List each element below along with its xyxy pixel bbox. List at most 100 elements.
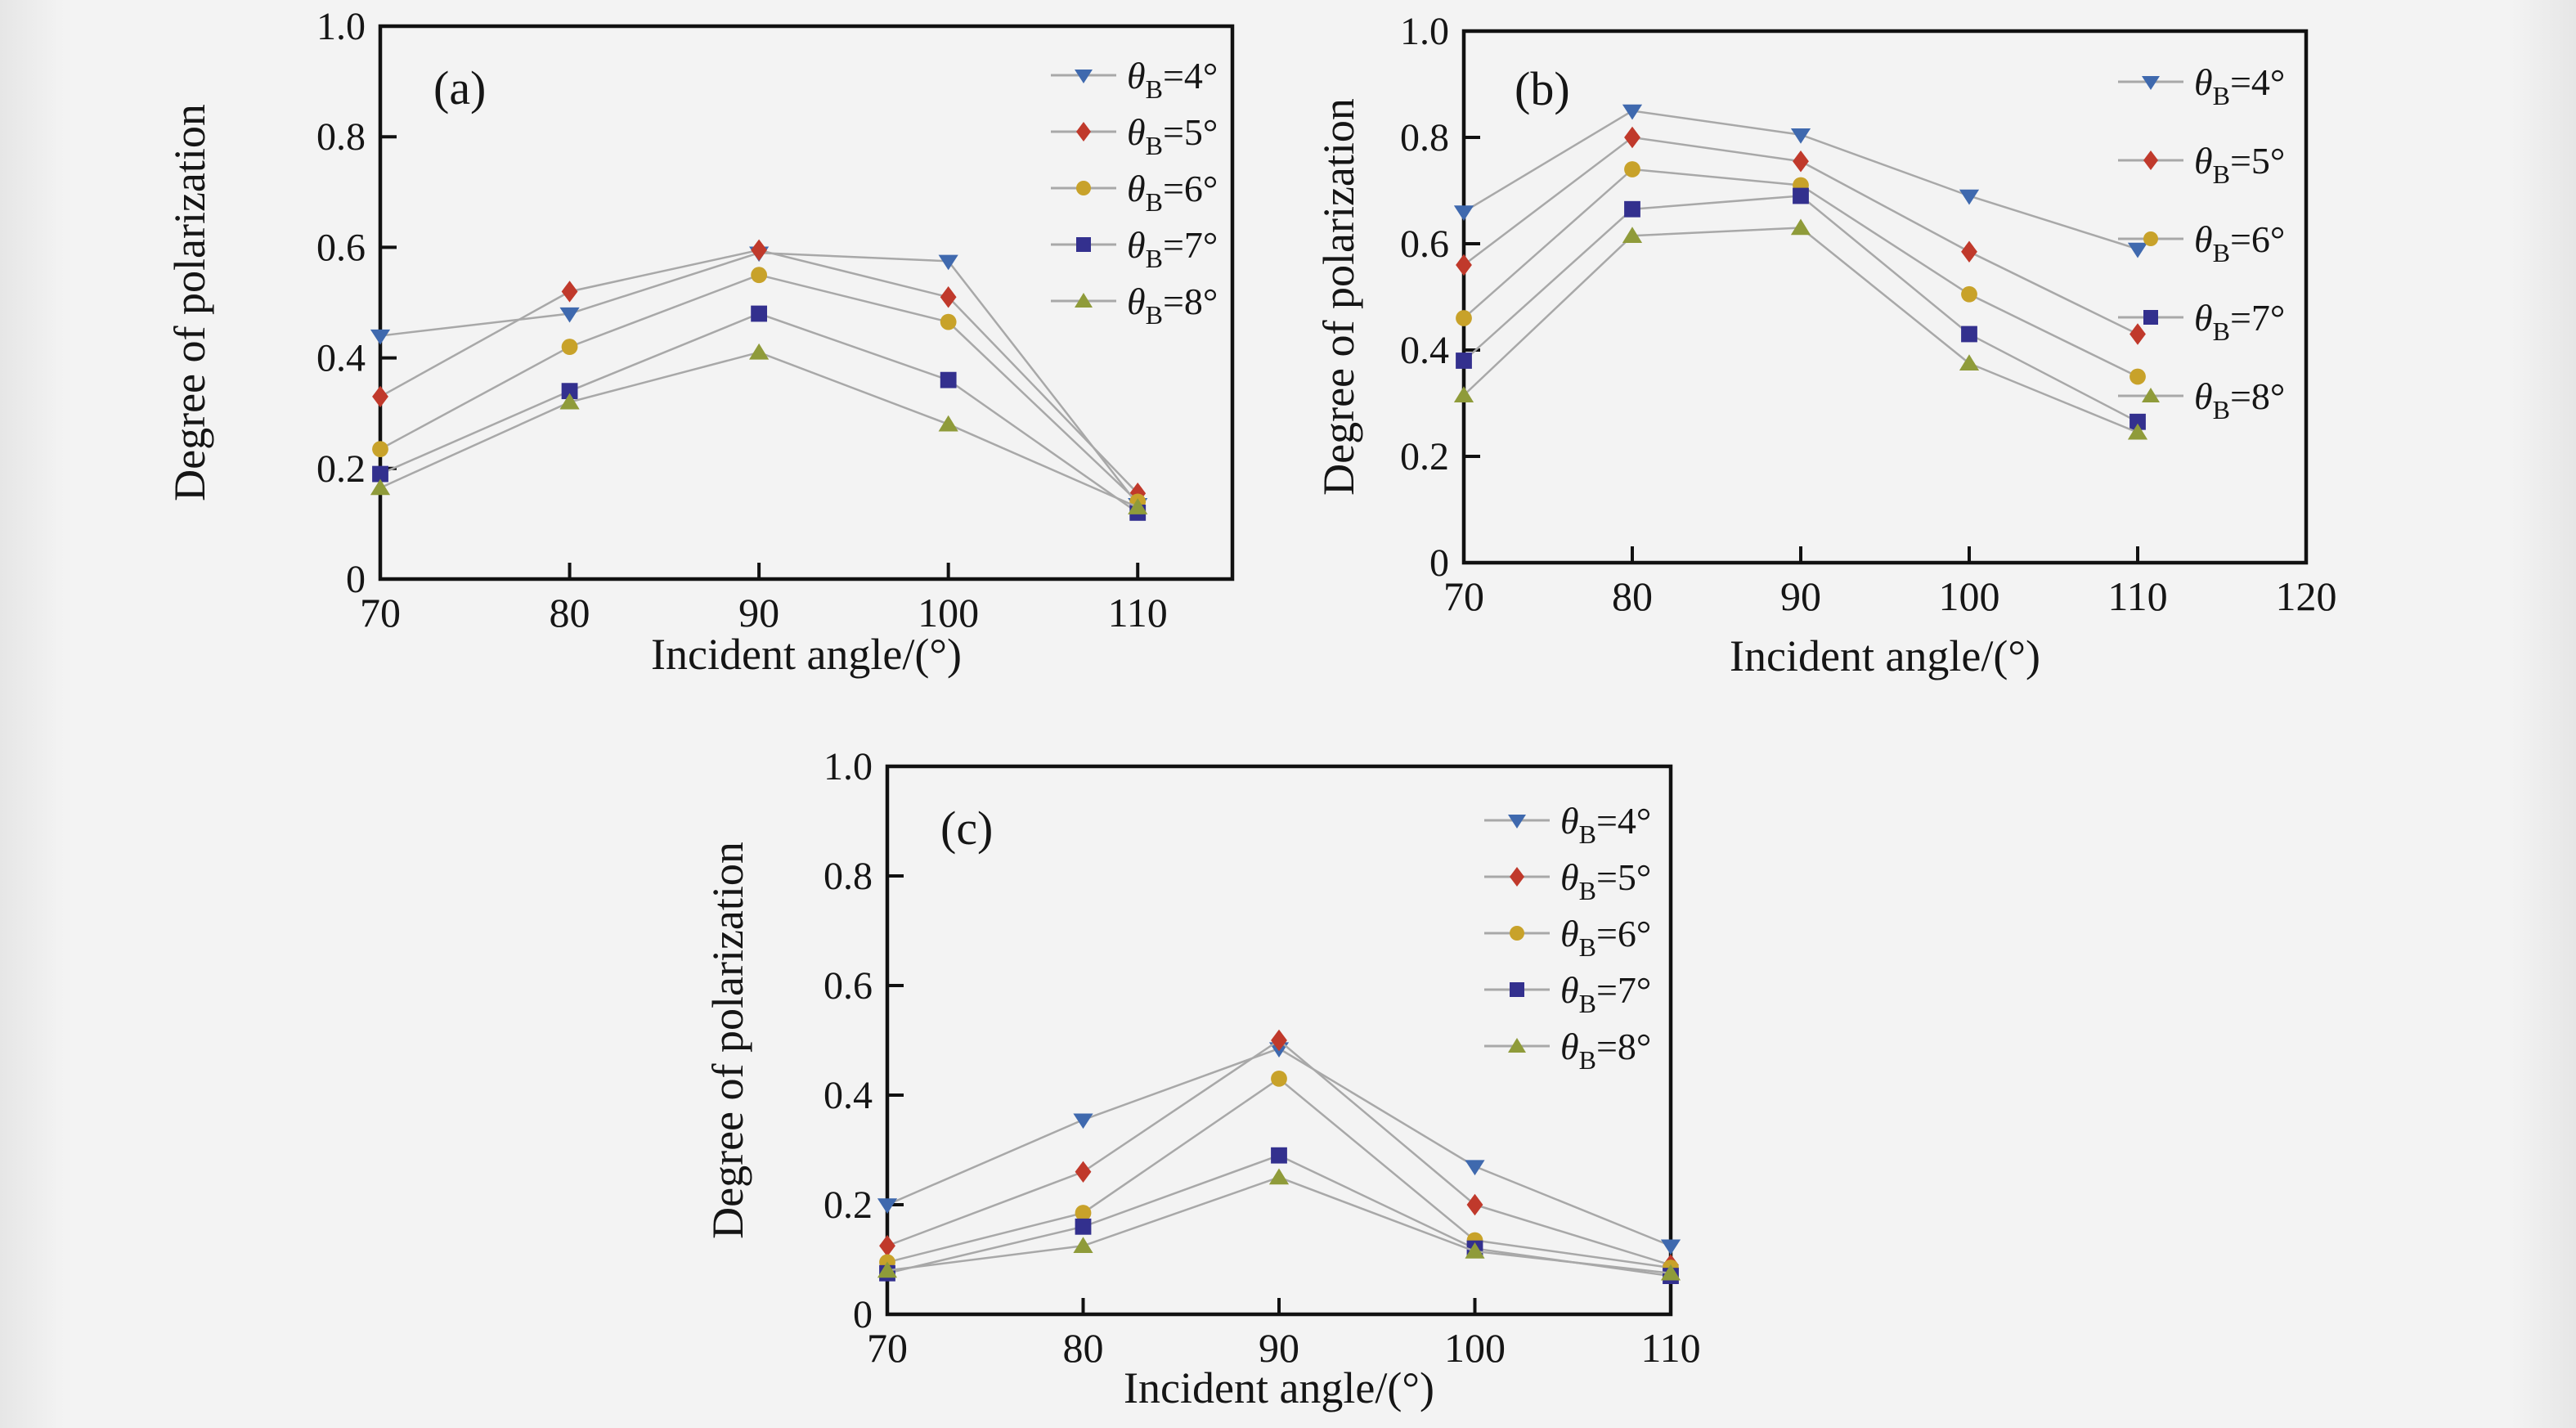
marker-circle [2129, 368, 2146, 385]
series-theta-6deg [372, 267, 1147, 510]
marker-triangle-down [2142, 76, 2160, 90]
marker-circle [1271, 1071, 1287, 1087]
series-line [379, 251, 1139, 505]
marker-triangle-up [1075, 293, 1093, 308]
marker-diamond [1961, 240, 1977, 263]
x-tick-label: 70 [867, 1325, 908, 1371]
series-theta-4deg [1453, 104, 2148, 258]
y-tick-label: 0.6 [316, 226, 366, 269]
legend-label: θB=8° [1127, 281, 1218, 330]
legend-item: θB=5° [1484, 856, 1651, 905]
x-tick-label: 80 [1063, 1325, 1104, 1371]
y-tick-label: 0.6 [1400, 222, 1449, 266]
panel-label: (b) [1515, 62, 1570, 115]
marker-triangle-up [1453, 386, 1474, 403]
y-tick-label: 0.8 [824, 855, 873, 898]
marker-square [751, 305, 768, 322]
marker-triangle-down [1508, 815, 1526, 829]
marker-square [1271, 1147, 1287, 1164]
y-tick-label: 0.8 [316, 115, 366, 159]
marker-diamond [2129, 323, 2146, 345]
marker-triangle-up [559, 393, 580, 410]
marker-diamond [1466, 1193, 1483, 1216]
marker-triangle-down [877, 1198, 898, 1214]
marker-triangle-up [1622, 227, 1643, 244]
marker-triangle-down [1622, 104, 1643, 120]
y-tick-label: 0 [1429, 541, 1449, 585]
marker-diamond [1075, 1161, 1092, 1183]
marker-diamond [940, 286, 957, 308]
x-tick-label: 70 [360, 590, 401, 635]
marker-circle [561, 339, 578, 355]
marker-diamond [372, 385, 388, 408]
marker-triangle-up [749, 343, 770, 360]
x-tick-label: 100 [1444, 1325, 1506, 1371]
y-tick-label: 0 [346, 558, 366, 601]
x-tick-label: 70 [1443, 573, 1484, 619]
marker-square [1510, 982, 1524, 997]
legend-item: θB=7° [1051, 224, 1218, 273]
marker-triangle-up [1465, 1242, 1485, 1259]
marker-square [2143, 310, 2158, 325]
y-tick-label: 0.8 [1400, 116, 1449, 159]
y-tick-label: 0.4 [824, 1074, 873, 1117]
x-tick-label: 110 [1640, 1325, 1700, 1371]
x-tick-label: 110 [1108, 590, 1168, 635]
y-tick-label: 0.2 [1400, 435, 1449, 478]
legend-label: θB=4° [2194, 61, 2285, 110]
legend-label: θB=8° [2194, 375, 2285, 424]
y-tick-label: 0 [853, 1293, 873, 1336]
x-tick-label: 90 [738, 590, 779, 635]
marker-diamond [1271, 1029, 1287, 1052]
chart-panel-c: 0 0.2 0.4 0.6 0.8 1.0 70 80 90 100 110 (c) Degree of… [703, 745, 1701, 1412]
marker-triangle-up [877, 1261, 898, 1278]
x-tick-label: 110 [2107, 573, 2167, 619]
marker-square [1076, 237, 1091, 252]
legend-item: θB=7° [2118, 297, 2285, 346]
x-axis-title: Incident angle/(°) [1730, 631, 2040, 680]
legend-item: θB=4° [2118, 61, 2285, 110]
series-theta-6deg [1456, 161, 2146, 385]
legend-label: θB=5° [1560, 856, 1651, 905]
y-axis-title: Degree of polarization [1314, 98, 1363, 496]
legend-item: θB=6° [1484, 913, 1651, 962]
legend-item: θB=5° [2118, 140, 2285, 189]
legend-item: θB=6° [2118, 218, 2285, 267]
y-tick-label: 0.4 [316, 337, 366, 380]
x-tick-label: 100 [918, 590, 979, 635]
series-theta-7deg [879, 1147, 1679, 1284]
chart-panel-a: 0 0.2 0.4 0.6 0.8 1.0 70 80 90 100 110 (a) Degree of… [165, 5, 1235, 679]
marker-triangle-down [938, 254, 958, 271]
marker-square [2129, 413, 2146, 430]
series-theta-7deg [1456, 187, 2146, 430]
plot-border [378, 24, 1235, 582]
legend-item: θB=7° [1484, 969, 1651, 1018]
marker-circle [1624, 161, 1640, 177]
marker-diamond [1076, 122, 1091, 141]
marker-diamond [2143, 150, 2158, 170]
marker-square [940, 371, 957, 388]
marker-triangle-up [1128, 498, 1148, 514]
marker-triangle-down [1959, 189, 1980, 205]
series-theta-5deg [1456, 126, 2146, 345]
x-axis-title: Incident angle/(°) [651, 630, 962, 679]
legend-label: θB=5° [2194, 140, 2285, 189]
marker-diamond [879, 1235, 895, 1257]
x-tick-label: 90 [1780, 573, 1821, 619]
y-tick-label: 0.2 [824, 1183, 873, 1227]
marker-triangle-down [1075, 70, 1093, 83]
x-tick-label: 80 [550, 590, 590, 635]
marker-circle [1456, 310, 1472, 326]
legend-label: θB=6° [2194, 218, 2285, 267]
marker-triangle-down [1073, 1113, 1093, 1129]
x-axis-title: Incident angle/(°) [1124, 1363, 1434, 1412]
marker-triangle-up [1959, 354, 1980, 371]
marker-triangle-up [1268, 1168, 1290, 1185]
marker-square [561, 383, 578, 400]
marker-square [1793, 187, 1809, 204]
marker-circle [940, 313, 957, 330]
marker-triangle-down [1453, 205, 1474, 221]
legend-label: θB=6° [1560, 913, 1651, 962]
chart-panel-b: 0 0.2 0.4 0.6 0.8 1.0 70 80 90 100 110 120 (b) Degree… [1314, 10, 2337, 680]
legend-item: θB=4° [1484, 800, 1651, 849]
